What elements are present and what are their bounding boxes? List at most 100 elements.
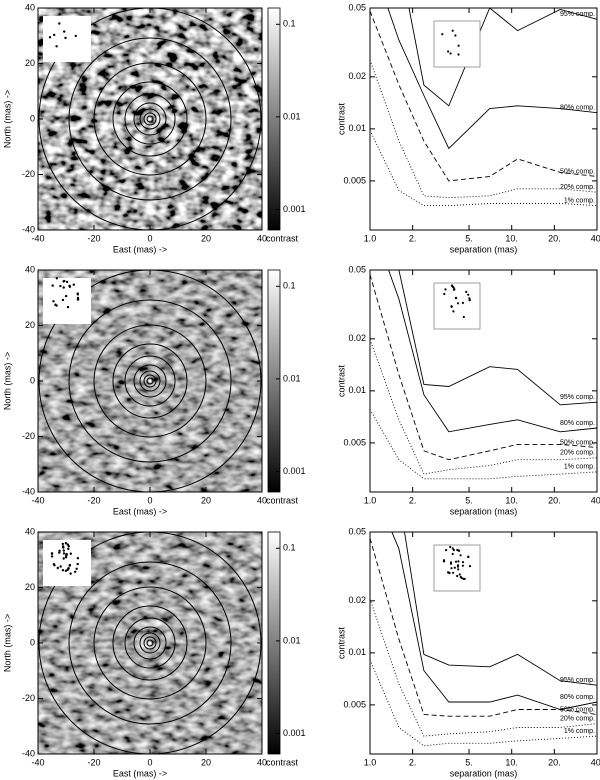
center xyxy=(148,117,152,121)
inset-dot xyxy=(72,283,76,286)
inset-dot xyxy=(67,545,71,548)
inset-dot xyxy=(63,279,66,283)
series-label: 95% comp. xyxy=(560,677,595,684)
ring xyxy=(146,115,154,123)
center xyxy=(148,641,152,645)
inset-dot xyxy=(451,29,454,32)
y-tick-label: 0 xyxy=(30,637,35,647)
inset-dot xyxy=(58,551,61,554)
inset-dot xyxy=(456,574,459,578)
series-label: 20% comp. xyxy=(560,450,595,457)
inset-dot xyxy=(68,285,72,288)
y-axis-label: contrast xyxy=(336,102,346,135)
x-tick-label: 20. xyxy=(548,233,561,243)
inset-dot xyxy=(68,563,72,567)
inset xyxy=(43,16,91,62)
line-panel: 1.0 2. 5. 10. 20. 40. 0.005 0.01 0.02 0.05 separat… xyxy=(336,264,600,516)
series-line xyxy=(387,8,597,150)
colorbar-tick-label: 0.1 xyxy=(283,19,296,29)
x-tick-label: 5. xyxy=(465,233,473,243)
ring xyxy=(146,639,154,647)
x-tick-label: 2. xyxy=(409,757,417,767)
y-tick-label: 0.05 xyxy=(348,526,366,536)
ring xyxy=(124,617,176,669)
image-panel: -40 -20 0 20 40 -40 -20 0 20 40 East (mas) -> North… xyxy=(2,2,305,254)
inset-dot xyxy=(461,301,464,304)
y-tick-label: 40 xyxy=(25,2,35,12)
inset-dot xyxy=(59,565,62,568)
series-line xyxy=(370,538,597,717)
inset-dot xyxy=(447,571,450,574)
x-tick-label: 20 xyxy=(201,495,211,505)
x-axis-label: East (mas) -> xyxy=(113,506,167,516)
y-tick-label: 0.05 xyxy=(348,2,366,12)
inset-dot xyxy=(457,53,460,56)
inset-dot xyxy=(444,288,447,291)
series-label: 50% comp. xyxy=(560,168,595,175)
series-label: 1% comp. xyxy=(564,197,595,204)
x-tick-label: 1.0 xyxy=(364,233,377,243)
inset-dot xyxy=(457,560,460,563)
series-label: 1% comp. xyxy=(564,728,595,735)
colorbar xyxy=(267,531,281,755)
series-line xyxy=(370,409,597,480)
inset-dot xyxy=(64,569,68,572)
inset-dot xyxy=(452,310,455,313)
line-panel: 1.0 2. 5. 10. 20. 40. 0.005 0.01 0.02 0.05 separat… xyxy=(336,2,600,254)
y-tick-label: 0.02 xyxy=(348,71,366,81)
inset-dot xyxy=(53,33,56,37)
series-label: 80% comp. xyxy=(560,694,595,701)
x-tick-label: 40 xyxy=(257,233,267,243)
y-tick-label: 0.01 xyxy=(348,123,366,133)
lines xyxy=(370,8,597,207)
inset-dot xyxy=(457,44,460,47)
inset-dot xyxy=(451,552,454,556)
series-label: 95% comp. xyxy=(560,11,595,18)
inset-dot xyxy=(456,564,460,567)
inset-dot xyxy=(449,545,452,549)
inset-dot xyxy=(74,34,78,38)
lines xyxy=(370,270,597,480)
series-label: 50% comp. xyxy=(560,439,595,446)
y-tick-label: 0.005 xyxy=(343,175,366,185)
inset xyxy=(433,544,481,592)
inset-dot xyxy=(458,573,461,576)
inset-dot xyxy=(454,296,458,299)
series-label: 1% comp. xyxy=(564,464,595,471)
inset-dot xyxy=(64,556,68,559)
inset-dot xyxy=(452,549,455,552)
x-tick-label: 10. xyxy=(505,233,518,243)
inset-dot xyxy=(55,277,58,280)
ring xyxy=(146,377,154,385)
inset-dot xyxy=(75,567,78,570)
colorbar-label: contrast xyxy=(266,233,299,243)
inset-dot xyxy=(56,566,59,570)
inset-dot xyxy=(52,563,56,566)
inset-dot xyxy=(76,562,79,566)
ring xyxy=(143,636,157,650)
inset-dot xyxy=(55,304,58,307)
x-tick-label: 40 xyxy=(257,757,267,767)
ring xyxy=(124,93,176,145)
ring xyxy=(112,343,188,419)
center xyxy=(148,379,152,383)
inset-dot xyxy=(449,52,452,55)
y-axis-label: North (mas) -> xyxy=(2,352,12,410)
series-line xyxy=(388,270,597,433)
x-tick-label: 20. xyxy=(548,757,561,767)
ring xyxy=(93,586,207,700)
colorbar-tick-label: 0.01 xyxy=(283,635,301,645)
inset xyxy=(43,278,91,324)
inset-dot xyxy=(462,577,465,581)
x-axis-label: East (mas) -> xyxy=(113,244,167,254)
ring xyxy=(139,632,161,654)
x-tick-label: -40 xyxy=(31,233,44,243)
series-label: 20% comp. xyxy=(560,715,595,722)
series-line xyxy=(391,532,597,710)
y-tick-label: -40 xyxy=(22,486,35,496)
inset-dot xyxy=(74,570,77,573)
image-panel: -40 -20 0 20 40 -40 -20 0 20 40 East (mas) -> North… xyxy=(2,526,305,778)
x-axis-label: separation (mas) xyxy=(450,768,518,778)
inset-dot xyxy=(69,572,72,575)
